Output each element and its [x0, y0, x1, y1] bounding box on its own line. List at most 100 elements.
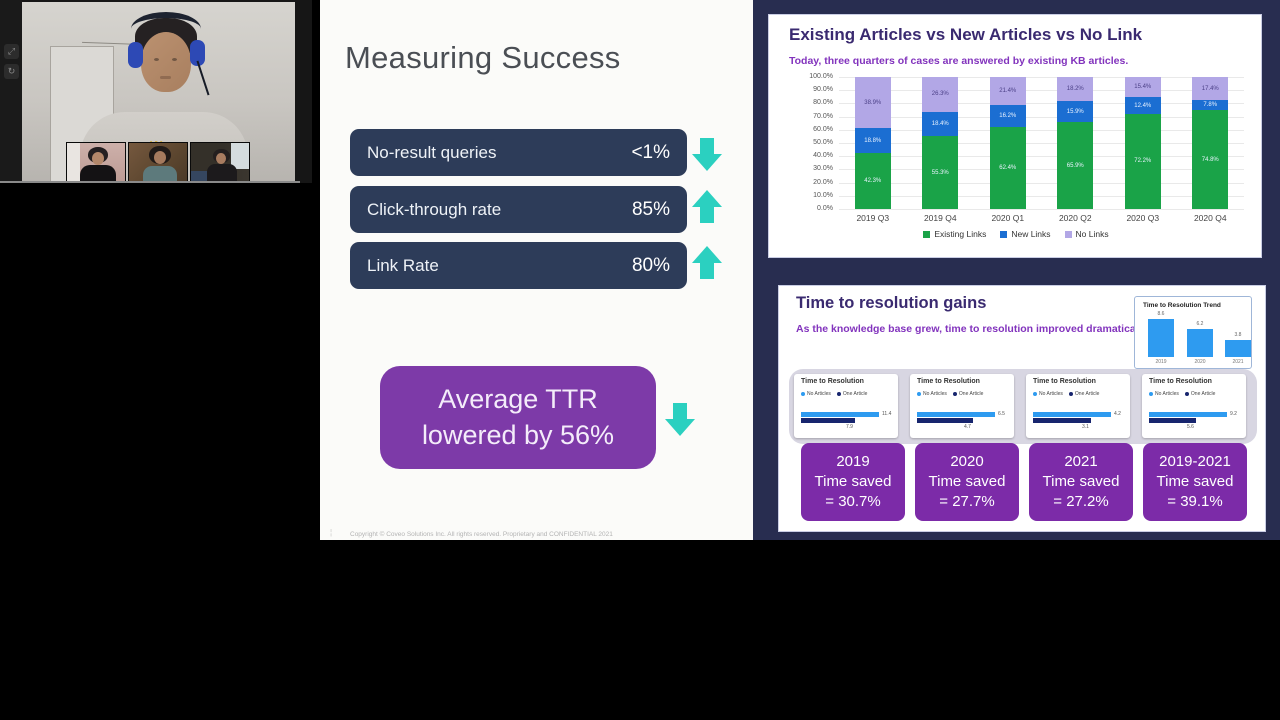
metric-pill-click-through-rate: Click-through rate 85% [350, 186, 687, 233]
headphone-earcup-icon [190, 40, 205, 66]
one-article-bar [917, 418, 973, 423]
one-article-bar [801, 418, 855, 423]
stacked-bar[interactable]: 65.9% 15.9% 18.2% [1057, 77, 1094, 209]
y-axis-tick: 50.0% [813, 139, 833, 146]
call-sidebar: ⤢ ↻ [0, 0, 22, 183]
metric-label: No-result queries [367, 142, 497, 162]
trend-bar[interactable] [1148, 318, 1174, 357]
participant-thumbnail[interactable] [190, 142, 250, 182]
video-call-panel: ⤢ ↻ W [0, 0, 312, 183]
presenter-video[interactable]: W [22, 2, 295, 182]
refresh-button[interactable]: ↻ [4, 64, 19, 79]
bar-segment: 17.4% [1192, 77, 1229, 100]
stacked-bar[interactable]: 72.2% 12.4% 15.4% [1124, 77, 1161, 209]
savings-label: Time saved [928, 472, 1006, 490]
metric-label: Link Rate [367, 255, 439, 275]
trend-bar-value: 8.6 [1157, 310, 1165, 317]
y-axis-tick: 40.0% [813, 152, 833, 160]
gridline [839, 209, 1244, 210]
no-articles-value: 4.2 [1114, 411, 1121, 417]
bar-segment: 21.4% [989, 77, 1026, 106]
slide-footer: Copyright © Coveo Solutions Inc. All rig… [350, 531, 613, 538]
x-axis-labels: 2019 Q3 2019 Q4 2020 Q1 2020 Q2 2020 Q3 2020 … [839, 213, 1244, 223]
x-axis-tick: 2020 Q1 [991, 213, 1025, 223]
gridline [839, 195, 1244, 197]
trend-chart-title: Time to Resolution Trend [1143, 302, 1221, 309]
gridline [839, 103, 1244, 105]
bar-segment: 12.4% [1124, 97, 1161, 114]
ttr-mini-card: Time to Resolution No Articles One Article… [1026, 374, 1130, 438]
one-article-value: 5.6 [1187, 424, 1194, 430]
eye [154, 58, 159, 61]
mini-card-legend: No Articles One Article [1033, 391, 1099, 397]
one-article-value: 4.7 [964, 424, 971, 430]
x-axis-tick: 2020 Q3 [1126, 213, 1160, 223]
headphone-band-icon [131, 12, 201, 46]
expand-panel-button[interactable]: ⤢ [4, 44, 19, 59]
ttr-mini-card: Time to Resolution No Articles One Article… [910, 374, 1014, 438]
bar-segment: 26.3% [922, 77, 959, 112]
stacked-bar[interactable]: 55.3% 18.4% 26.3% [922, 77, 959, 209]
no-articles-bar [801, 412, 879, 417]
stacked-bar[interactable]: 42.3% 18.8% 38.9% [854, 77, 891, 209]
trend-bar-category: 2020 [1194, 359, 1206, 365]
participant-thumbnail[interactable] [66, 142, 126, 182]
mini-card-title: Time to Resolution [1149, 378, 1212, 385]
savings-value: = 27.2% [1053, 493, 1109, 511]
savings-period: 2020 [950, 452, 984, 470]
mini-card-legend: No Articles One Article [801, 391, 867, 397]
trend-bar-value: 6.2 [1196, 321, 1204, 328]
metric-value: <1% [631, 141, 670, 163]
highlight-line1: Average TTR [438, 384, 598, 415]
bar-segment: 74.8% [1192, 110, 1229, 209]
mini-card-title: Time to Resolution [917, 378, 980, 385]
footer-tick: ¦ [330, 528, 333, 537]
y-axis-tick: 80.0% [813, 99, 833, 107]
one-article-bar [1033, 418, 1091, 423]
bar-segment: 55.3% [922, 136, 959, 209]
mini-card-title: Time to Resolution [801, 378, 864, 385]
trend-arrow-icon [692, 190, 722, 228]
bar-segment: 38.9% [854, 77, 891, 129]
trend-arrow-icon [665, 398, 695, 436]
one-article-value: 7.9 [846, 424, 853, 430]
gridline [839, 169, 1244, 171]
no-articles-bar [1033, 412, 1111, 417]
y-axis-tick: 30.0% [813, 165, 833, 173]
legend-swatch-icon [1000, 230, 1008, 238]
savings-period: 2021 [1064, 452, 1098, 470]
ttr-gains-card: Time to resolution gains As the knowledg… [778, 285, 1266, 532]
one-article-bar [1149, 418, 1196, 423]
trend-bar-category: 2019 [1155, 359, 1167, 365]
stacked-bar[interactable]: 62.4% 16.2% 21.4% [989, 77, 1026, 209]
expand-panel-icon: ⤢ [7, 46, 16, 56]
no-articles-bar [1149, 412, 1227, 417]
metric-value: 80% [631, 254, 670, 276]
ttr-trend-mini-chart: Time to Resolution Trend 8.6 2019 6.2 2020 3… [1134, 296, 1252, 369]
savings-box: 2019 Time saved = 30.7% [801, 443, 905, 521]
trend-arrow-icon [692, 133, 722, 171]
trend-bar[interactable] [1187, 329, 1213, 357]
bar-segment: 16.2% [989, 105, 1026, 127]
y-axis-tick: 0.0% [817, 205, 833, 212]
y-axis-tick: 10.0% [813, 191, 833, 199]
x-axis-tick: 2020 Q4 [1193, 213, 1227, 223]
y-axis-tick: 100.0% [809, 73, 833, 80]
metric-pill-link-rate: Link Rate 80% [350, 242, 687, 289]
gridline [839, 156, 1244, 158]
slide: Measuring Success No-result queries <1% … [320, 0, 753, 540]
x-axis-tick: 2020 Q2 [1058, 213, 1092, 223]
savings-label: Time saved [1156, 472, 1234, 490]
mini-card-legend: No Articles One Article [917, 391, 983, 397]
kb-links-chart-card: Existing Articles vs New Articles vs No … [768, 14, 1262, 258]
x-axis-tick: 2019 Q4 [923, 213, 957, 223]
savings-label: Time saved [814, 472, 892, 490]
gridline [839, 143, 1244, 144]
savings-box: 2020 Time saved = 27.7% [915, 443, 1019, 521]
stacked-bar[interactable]: 74.8% 7.8% 17.4% [1192, 77, 1229, 209]
one-article-value: 3.1 [1082, 424, 1089, 430]
bar-segment: 15.9% [1057, 101, 1094, 123]
participant-thumbnail[interactable] [128, 142, 188, 182]
trend-bar[interactable] [1225, 340, 1251, 357]
